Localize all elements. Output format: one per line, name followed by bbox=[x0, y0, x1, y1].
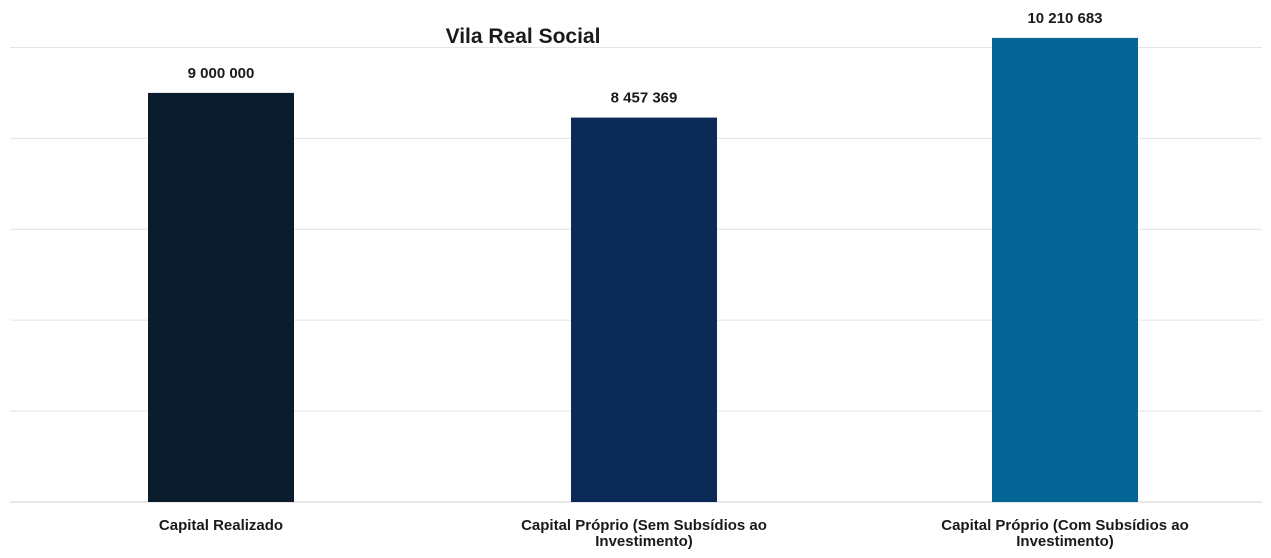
bar-3 bbox=[992, 37, 1138, 502]
bars bbox=[148, 37, 1138, 503]
category-label-1: Capital Realizado bbox=[159, 517, 283, 534]
category-label-2: Investimento) bbox=[595, 533, 693, 550]
value-labels: 9 000 000 8 457 369 10 210 683 bbox=[188, 10, 1103, 107]
bar-1 bbox=[148, 92, 294, 502]
category-label-3: Capital Próprio (Com Subsídios ao bbox=[941, 517, 1189, 534]
category-label-3: Investimento) bbox=[1016, 533, 1114, 550]
data-label-3: 10 210 683 bbox=[1027, 10, 1102, 27]
data-label-1: 9 000 000 bbox=[188, 65, 255, 82]
data-label-2: 8 457 369 bbox=[611, 90, 678, 107]
category-labels: Capital Realizado Capital Próprio (Sem Su… bbox=[159, 517, 1189, 550]
bar-2 bbox=[571, 117, 717, 503]
category-label-2: Capital Próprio (Sem Subsídios ao bbox=[521, 517, 767, 534]
chart-title: Vila Real Social bbox=[446, 25, 601, 48]
